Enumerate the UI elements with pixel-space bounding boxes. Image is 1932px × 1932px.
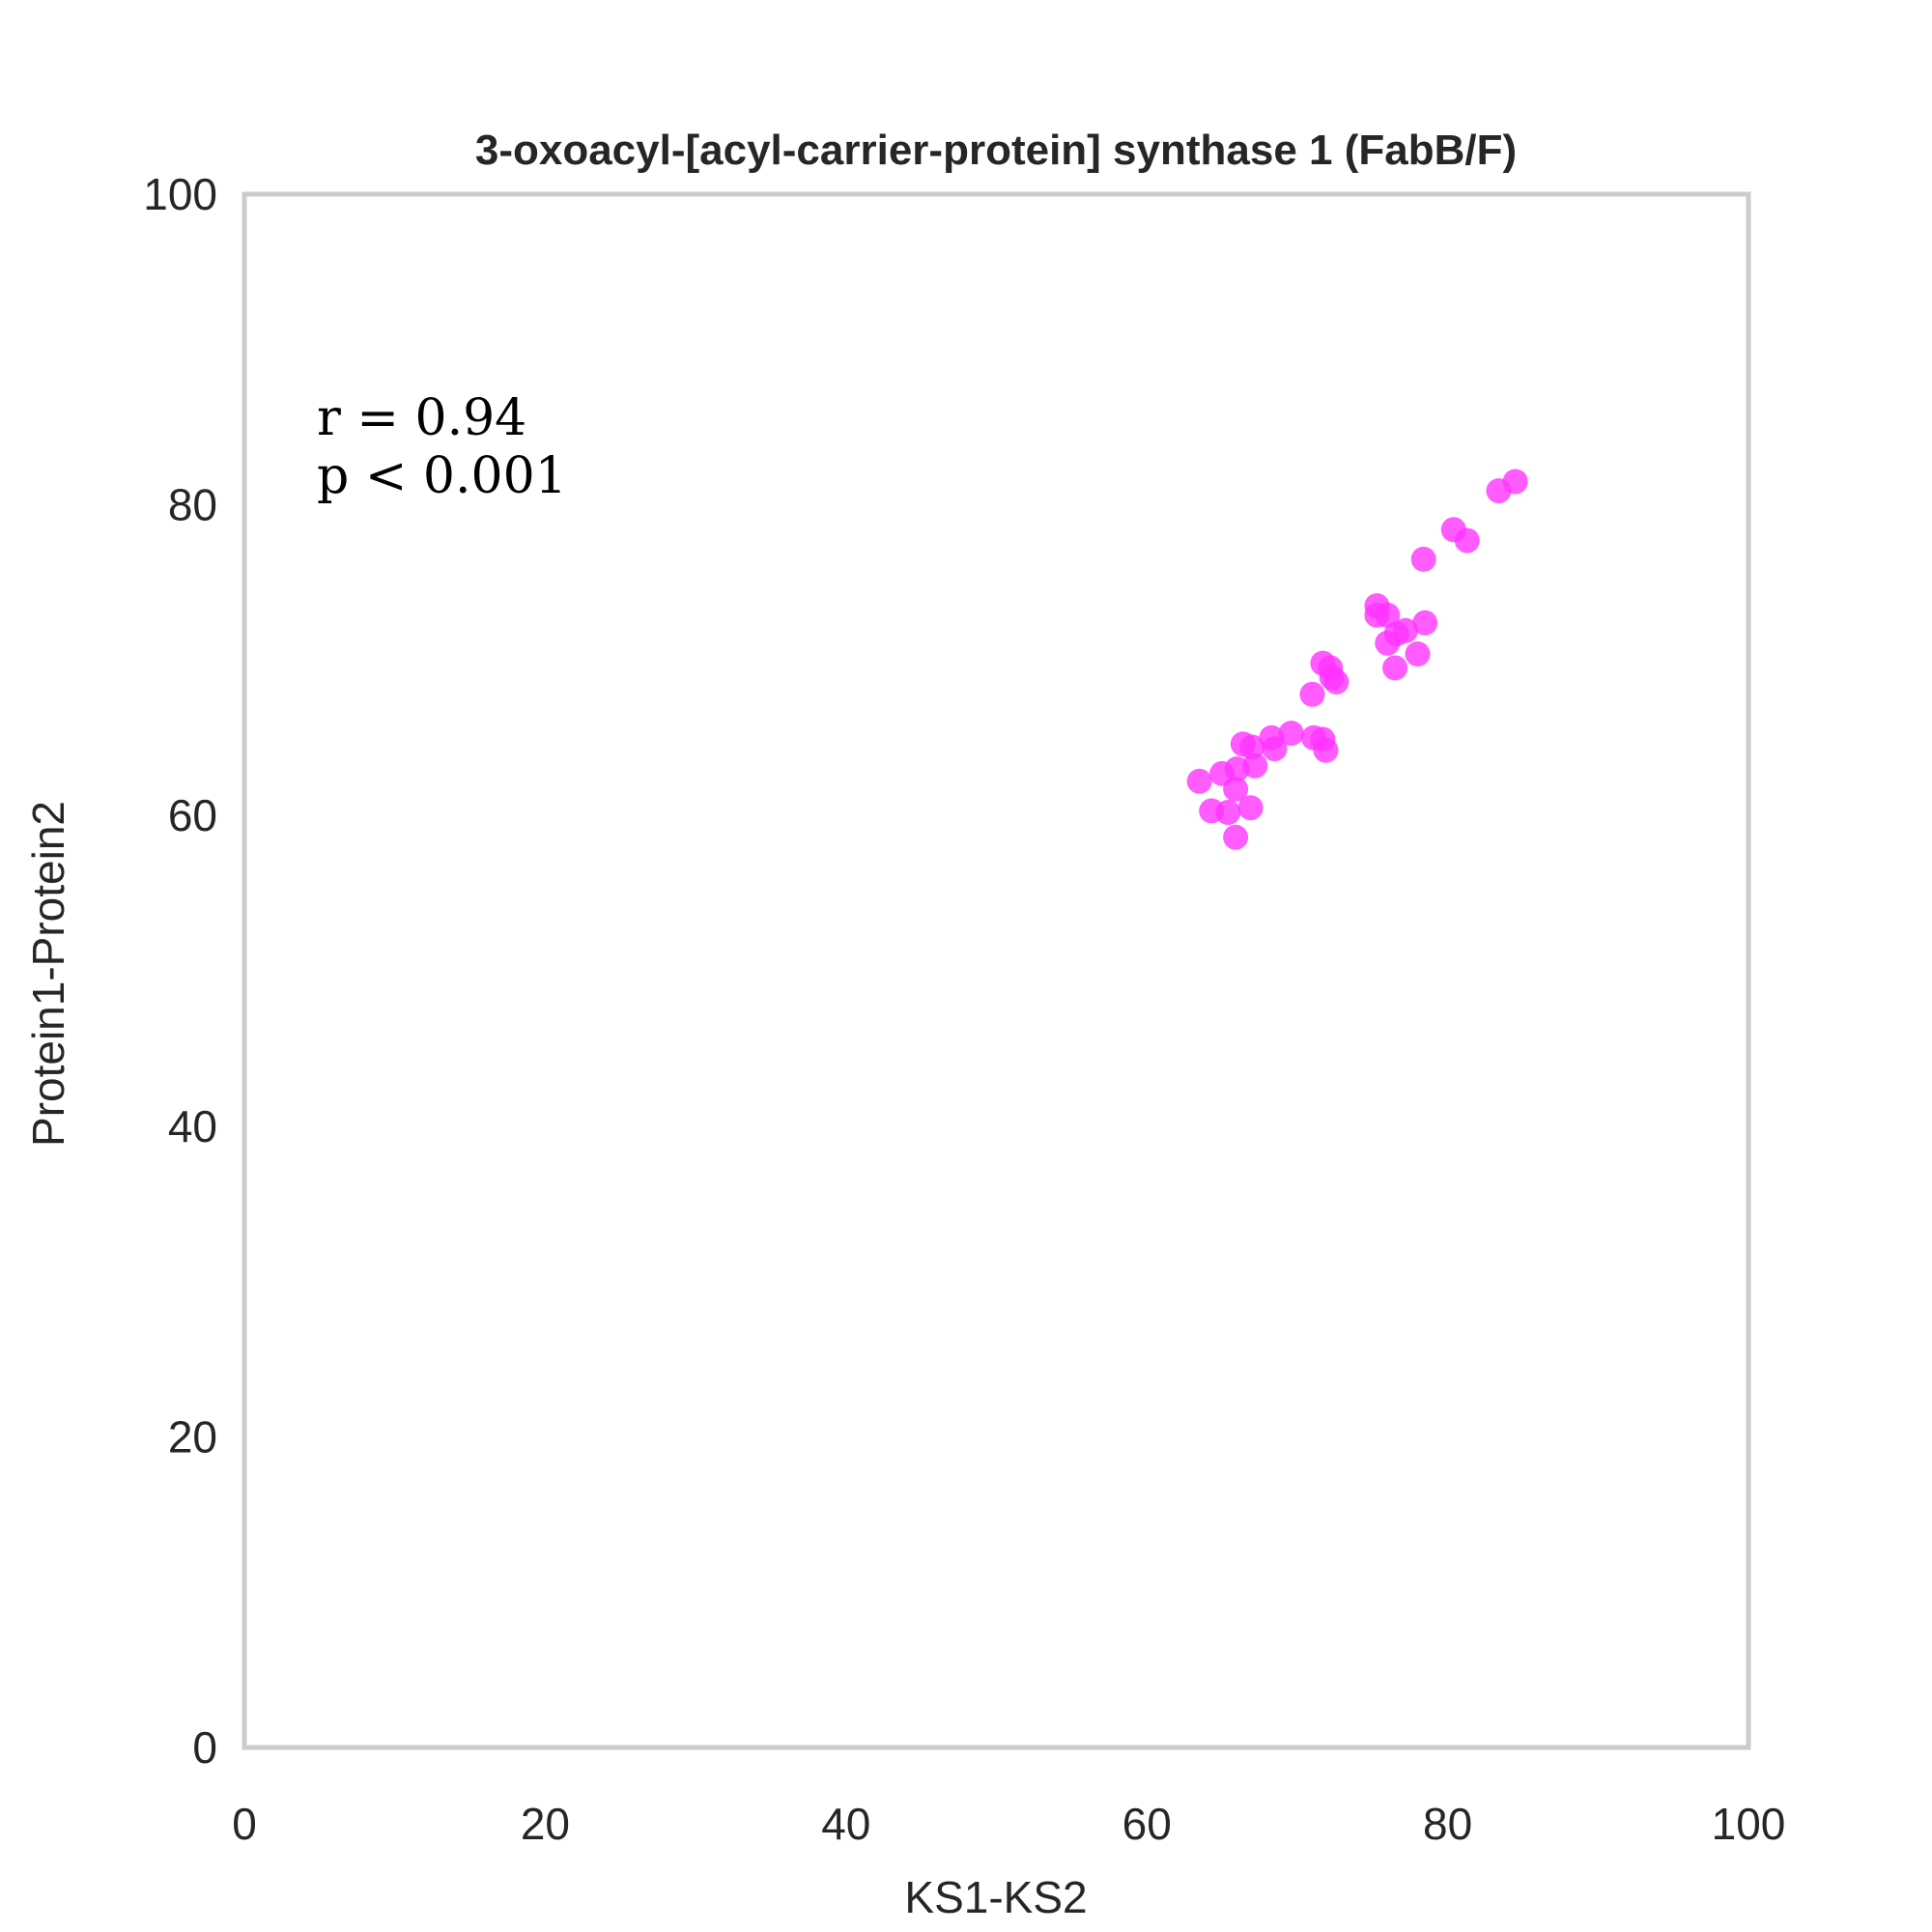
x-tick-label: 0 <box>232 1799 257 1849</box>
data-point <box>1242 753 1268 779</box>
data-point <box>1237 795 1264 821</box>
data-point <box>1299 681 1325 707</box>
y-tick-label: 60 <box>168 790 217 840</box>
data-point <box>1393 617 1418 643</box>
y-tick-label: 100 <box>143 169 217 219</box>
data-point <box>1382 655 1408 681</box>
data-point <box>1313 737 1339 763</box>
data-point <box>1375 602 1401 628</box>
data-point <box>1410 546 1436 572</box>
points-layer <box>1186 469 1528 850</box>
x-axis-label: KS1-KS2 <box>904 1872 1087 1922</box>
data-point <box>1278 721 1304 746</box>
chart-title: 3-oxoacyl-[acyl-carrier-protein] synthas… <box>475 127 1517 174</box>
y-tick-label: 20 <box>168 1411 217 1462</box>
data-point <box>1454 527 1480 554</box>
x-tick-label: 60 <box>1122 1799 1172 1849</box>
data-point <box>1223 824 1249 850</box>
y-tick-label: 0 <box>192 1722 217 1773</box>
plot-frame <box>242 191 1751 1750</box>
correlation-r-label: r = 0.94 <box>317 389 526 447</box>
data-point <box>1412 610 1438 636</box>
p-value-label: p < 0.001 <box>317 447 567 505</box>
x-tick-label: 40 <box>821 1799 870 1849</box>
data-point <box>1262 736 1288 762</box>
data-point <box>1223 776 1249 802</box>
y-axis-label: Protein1-Protein2 <box>23 801 73 1147</box>
data-point <box>1323 668 1350 695</box>
data-point <box>1186 768 1212 794</box>
y-tick-label: 80 <box>168 480 217 530</box>
data-point <box>1215 800 1241 825</box>
data-point <box>1502 469 1528 495</box>
data-point <box>1239 734 1265 760</box>
data-point <box>1405 641 1431 667</box>
x-tick-label: 100 <box>1712 1799 1786 1849</box>
y-tick-labels: 0 20 40 60 80 100 <box>143 169 217 1773</box>
x-tick-labels: 0 20 40 60 80 100 <box>232 1799 1785 1849</box>
x-tick-label: 80 <box>1423 1799 1472 1849</box>
x-tick-label: 20 <box>521 1799 570 1849</box>
y-tick-label: 40 <box>168 1101 217 1151</box>
